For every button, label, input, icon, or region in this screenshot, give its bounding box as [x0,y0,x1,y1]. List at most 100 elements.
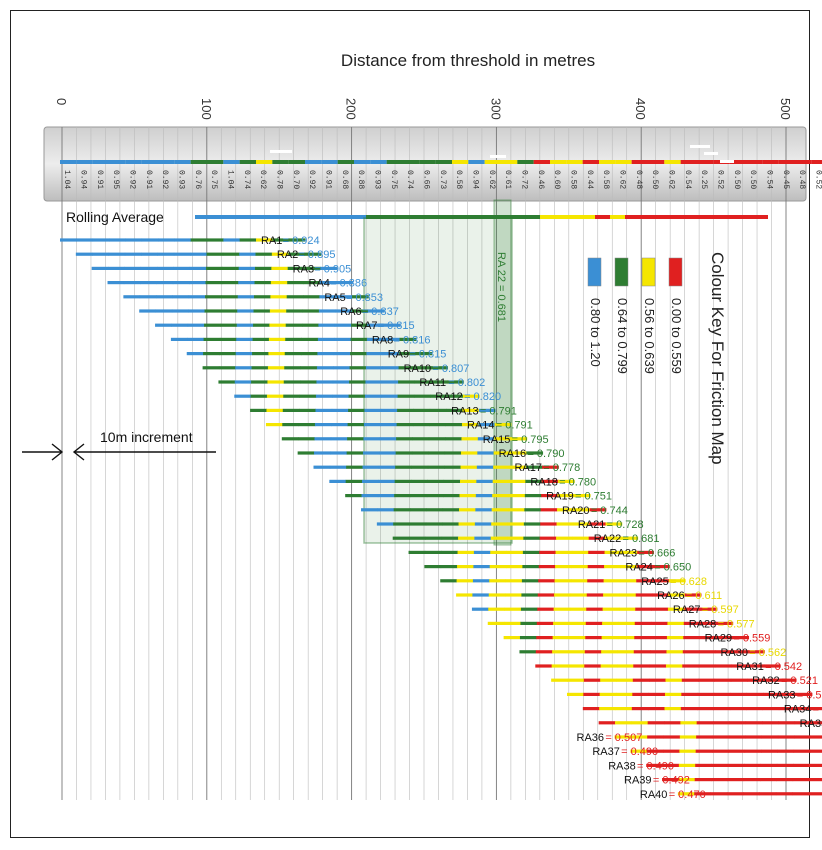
window-bar-segment [525,465,543,469]
arrow-left-icon [72,443,85,461]
window-bar-segment [330,451,348,455]
window-bar-segment [631,721,649,725]
axis-tick-label: 200 [344,98,359,120]
window-bar-segment [392,536,410,540]
window-bar-segment [745,735,762,739]
strip-segment [190,160,207,164]
strip-segment [141,160,158,164]
window-bar-segment [472,579,490,583]
segment-friction-value: 0.48 [797,170,806,189]
colour-key-swatch [587,257,602,287]
segment-friction-value: 0.54 [765,170,774,189]
window-bar-segment [551,678,568,682]
window-bar-segment [270,281,288,285]
colour-key-label: 0.00 to 0.559 [669,298,684,374]
window-bar-segment [444,451,462,455]
window-bar-segment [235,352,253,356]
window-bar-segment [348,408,365,412]
window-bar-segment [794,721,812,725]
window-bar-segment [92,252,109,256]
window-bar-segment [474,536,492,540]
window-bar-segment [504,607,522,611]
ra-value: = 0.597 [702,604,739,616]
window-bar-segment [728,735,746,739]
window-bar-segment [329,465,347,469]
window-bar-segment [616,664,634,668]
window-bar-segment [586,607,603,611]
window-bar-segment [747,678,764,682]
ra-value: = 0.666 [638,547,675,559]
window-bar-segment [123,295,141,299]
window-bar-segment [584,650,602,654]
window-bar-segment [573,508,591,512]
window-bar-segment [551,664,569,668]
window-bar-segment [218,366,236,370]
window-bar-segment [335,309,352,313]
window-bar-segment [409,522,427,526]
ra-label: RA7 [356,320,377,332]
window-bar-segment [410,508,427,512]
window-bar-segment [488,607,505,611]
ra-value: = 0.778 [543,462,580,474]
window-bar-segment [155,309,173,313]
window-bar-segment [684,593,702,597]
segment-friction-value: 0.45 [781,170,790,189]
window-bar-segment [393,522,410,526]
window-bar-segment [221,295,239,299]
window-bar-segment [414,380,432,384]
window-bar-segment [413,394,431,398]
window-bar-segment [536,621,554,625]
strip-segment [174,160,191,164]
ra-value: = 0.507 [605,732,642,744]
window-bar-segment [600,664,618,668]
window-bar-segment [521,579,539,583]
window-bar-segment [538,565,556,569]
window-bar-segment [682,650,700,654]
window-bar-segment [442,508,460,512]
ra-value: = 0.751 [575,491,612,503]
window-bar-segment [394,479,412,483]
window-bar-segment [397,408,414,412]
window-bar-segment [409,536,426,540]
window-bar-segment [428,437,446,441]
window-bar-segment [631,707,649,711]
ra-label: RA16 [499,448,527,460]
ra-label: RA8 [372,334,393,346]
window-bar-segment [460,465,478,469]
window-bar-segment [250,394,268,398]
window-bar-segment [471,607,489,611]
window-bar-segment [345,494,362,498]
ra-value: = 0.521 [781,675,818,687]
window-bar-segment [238,266,256,270]
window-bar-segment [332,380,350,384]
window-bar-segment [524,508,542,512]
strip-colour-bar [60,145,822,164]
window-bar-segment [566,692,584,696]
window-bar-segment [761,735,779,739]
ra-value: = 0.790 [527,448,564,460]
window-bar-segment [429,423,447,427]
window-bar-segment [123,281,141,285]
window-bar-segment [541,494,558,498]
window-bar-segment [646,763,663,767]
window-bar-segment [680,721,698,725]
ra-label: RA31 [736,661,764,673]
window-bar-segment [288,238,306,242]
window-bar-segment [75,252,93,256]
window-bar-segment [253,309,271,313]
window-bar-segment [108,266,125,270]
window-bar-segment [220,309,238,313]
window-bar-segment [426,494,444,498]
window-bar-segment [315,408,333,412]
window-bar-segment [525,479,543,483]
segment-friction-value: 0.68 [340,170,349,189]
window-bar-segment [190,238,208,242]
window-bar-segment [792,778,810,782]
window-bar-segment [320,266,338,270]
window-bar-segment [522,550,540,554]
window-bar-segment [458,522,476,526]
strip-segment [762,160,779,164]
window-bar-segment [700,621,717,625]
ra-label: RA29 [705,633,733,645]
ra-label: RA2 [277,249,298,261]
